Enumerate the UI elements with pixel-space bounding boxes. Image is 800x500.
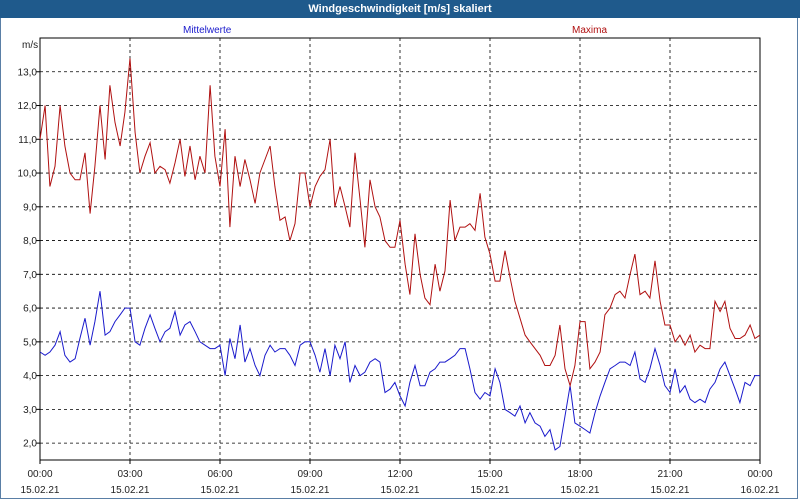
x-tick-date: 15.02.21 bbox=[111, 485, 150, 496]
x-tick-time: 18:00 bbox=[567, 469, 592, 480]
x-tick-time: 06:00 bbox=[207, 469, 232, 480]
y-tick-label: 3,0 bbox=[23, 405, 37, 416]
x-tick-date: 15.02.21 bbox=[291, 485, 330, 496]
x-tick-date: 15.02.21 bbox=[471, 485, 510, 496]
x-tick-time: 03:00 bbox=[117, 469, 142, 480]
y-tick-label: 5,0 bbox=[23, 337, 37, 348]
y-tick-label: 4,0 bbox=[23, 371, 37, 382]
chart-frame bbox=[0, 18, 798, 499]
y-tick-label: 12,0 bbox=[18, 101, 38, 112]
y-tick-label: 9,0 bbox=[23, 202, 37, 213]
x-tick-date: 15.02.21 bbox=[651, 485, 690, 496]
y-tick-label: 11,0 bbox=[18, 135, 37, 146]
x-tick-date: 15.02.21 bbox=[381, 485, 420, 496]
y-tick-label: 2,0 bbox=[23, 439, 37, 450]
y-tick-label: 6,0 bbox=[23, 304, 37, 315]
x-tick-time: 15:00 bbox=[477, 469, 502, 480]
y-axis-unit: m/s bbox=[22, 40, 39, 51]
x-tick-date: 15.02.21 bbox=[561, 485, 600, 496]
x-tick-time: 12:00 bbox=[387, 469, 412, 480]
x-tick-time: 21:00 bbox=[657, 469, 682, 480]
chart-title: Windgeschwindigkeit [m/s] skaliert bbox=[0, 0, 800, 18]
legend-maxima: Maxima bbox=[572, 25, 608, 36]
series-line-maxima bbox=[39, 58, 761, 388]
legend-mittelwerte: Mittelwerte bbox=[183, 25, 232, 36]
x-tick-date: 15.02.21 bbox=[21, 485, 60, 496]
series-line-mittelwerte bbox=[39, 291, 760, 451]
y-tick-label: 8,0 bbox=[23, 236, 37, 247]
x-tick-time: 00:00 bbox=[747, 469, 772, 480]
x-tick-time: 09:00 bbox=[297, 469, 322, 480]
x-tick-date: 15.02.21 bbox=[201, 485, 240, 496]
x-tick-time: 00:00 bbox=[27, 469, 52, 480]
y-tick-label: 7,0 bbox=[23, 270, 37, 281]
y-tick-label: 13,0 bbox=[18, 67, 38, 78]
x-tick-date: 16.02.21 bbox=[741, 485, 780, 496]
y-tick-label: 10,0 bbox=[18, 169, 38, 180]
